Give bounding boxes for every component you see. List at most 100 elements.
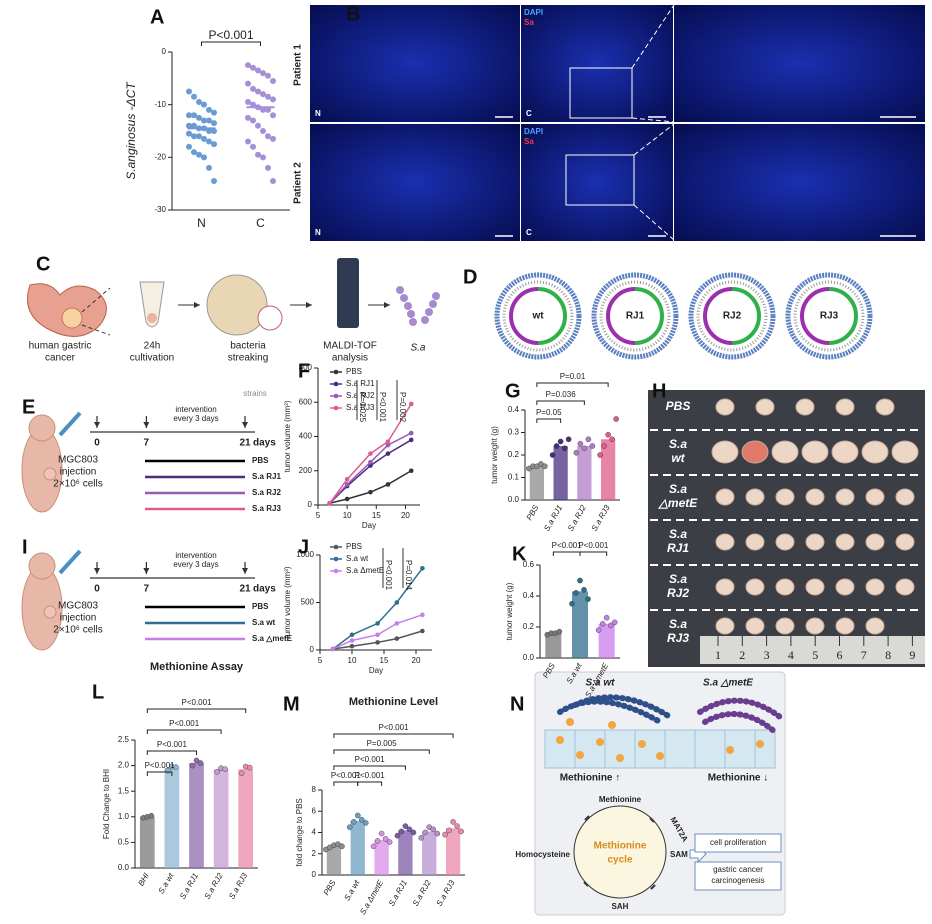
annotation: P=0.014 bbox=[404, 560, 413, 591]
tumor bbox=[835, 398, 855, 416]
legend-label: S.a RJ1 bbox=[346, 379, 375, 388]
tumor bbox=[895, 578, 915, 596]
x-tick-label: S.a RJ1 bbox=[178, 872, 200, 901]
bracket-label: P<0.001 bbox=[578, 541, 609, 550]
panel-letter: M bbox=[283, 693, 300, 715]
point bbox=[238, 770, 245, 777]
step-label: bacteria bbox=[230, 341, 266, 352]
x-tick-label: 5 bbox=[318, 656, 323, 665]
bar bbox=[572, 591, 588, 658]
y-axis-label: fold change to PBS bbox=[295, 798, 304, 867]
point bbox=[585, 436, 592, 443]
row-label: S.a bbox=[669, 617, 687, 631]
y-tick-label: 6 bbox=[312, 806, 317, 815]
bracket-label: P<0.001 bbox=[157, 740, 188, 749]
point bbox=[250, 143, 256, 150]
x-tick-label: C bbox=[256, 216, 265, 230]
y-tick-label: 0.1 bbox=[508, 473, 520, 482]
point bbox=[255, 151, 261, 158]
outcome-label: carcinogenesis bbox=[711, 876, 764, 885]
injection-label: MGC803 bbox=[58, 455, 98, 466]
point bbox=[585, 596, 591, 602]
injection-label: 2×10⁶ cells bbox=[53, 479, 102, 490]
point bbox=[270, 77, 276, 84]
stain-label: Sa bbox=[524, 137, 534, 146]
tumor bbox=[745, 488, 765, 506]
point bbox=[191, 93, 197, 100]
point bbox=[330, 646, 336, 652]
point bbox=[577, 577, 583, 584]
legend-marker bbox=[333, 393, 339, 399]
point bbox=[358, 816, 365, 823]
point bbox=[349, 638, 355, 643]
annotation: P=0.025 bbox=[358, 392, 367, 423]
point bbox=[201, 154, 207, 161]
point bbox=[148, 812, 155, 819]
row-label: wt bbox=[671, 451, 685, 465]
point bbox=[196, 99, 202, 106]
gc-arc bbox=[828, 287, 858, 345]
panel-letter: D bbox=[463, 266, 477, 288]
point bbox=[173, 764, 179, 770]
step-label: streaking bbox=[228, 353, 269, 364]
bacteria-chain bbox=[396, 286, 440, 326]
bracket-label: P<0.001 bbox=[169, 719, 200, 728]
step-label: 24h bbox=[144, 341, 161, 352]
point bbox=[573, 590, 579, 596]
genome-ring bbox=[599, 280, 671, 352]
cycle-label: SAM bbox=[670, 850, 688, 859]
y-tick-label: 0.4 bbox=[523, 591, 535, 600]
point bbox=[597, 452, 603, 458]
unit-label: days bbox=[253, 438, 276, 449]
mouse bbox=[21, 414, 63, 651]
level-label: Methionine ↓ bbox=[708, 773, 769, 784]
step-label: cancer bbox=[45, 353, 76, 364]
panel-letter: L bbox=[92, 681, 104, 703]
gc-arc bbox=[800, 287, 830, 345]
annotation: P<0.001 bbox=[384, 560, 393, 591]
tube bbox=[139, 281, 165, 328]
point bbox=[605, 431, 611, 438]
genome-ring bbox=[591, 272, 679, 360]
y-tick-label: 1.5 bbox=[118, 786, 130, 795]
bracket-label: P<0.001 bbox=[378, 723, 409, 732]
point bbox=[250, 64, 256, 71]
y-tick-label: -20 bbox=[154, 152, 166, 161]
outcome-box bbox=[694, 861, 782, 891]
point bbox=[378, 830, 385, 837]
point bbox=[327, 500, 332, 506]
point bbox=[613, 416, 619, 422]
point bbox=[260, 91, 266, 98]
panel-letter: B bbox=[346, 3, 360, 25]
outcome-label: cell proliferation bbox=[710, 838, 766, 847]
maldi-instrument bbox=[337, 258, 359, 328]
point bbox=[589, 443, 596, 449]
tumor bbox=[715, 617, 735, 635]
point bbox=[186, 112, 192, 119]
group-label: S.a △metE bbox=[252, 634, 293, 643]
bar bbox=[213, 769, 229, 868]
y-tick-label: 4 bbox=[312, 828, 317, 837]
colony-zoom bbox=[257, 305, 283, 331]
strain-label: S.a △metE bbox=[703, 678, 753, 689]
epithelium bbox=[544, 729, 776, 769]
bar bbox=[553, 446, 568, 500]
tumor bbox=[831, 440, 859, 464]
point bbox=[206, 164, 212, 171]
legend-label: S.a RJ2 bbox=[346, 391, 375, 400]
row-label: Patient 2 bbox=[293, 162, 304, 204]
bracket bbox=[536, 400, 585, 405]
gc-arc bbox=[703, 287, 733, 345]
point bbox=[581, 445, 588, 452]
point bbox=[245, 62, 251, 69]
bar bbox=[398, 830, 413, 875]
legend-label: PBS bbox=[346, 367, 362, 376]
point bbox=[446, 827, 452, 834]
panel-n: S.a wt S.a △metE Methionine ↑ Methionine… bbox=[515, 671, 786, 916]
point bbox=[250, 117, 256, 124]
tumor bbox=[805, 617, 825, 635]
point bbox=[191, 112, 197, 119]
legend-marker bbox=[333, 556, 339, 562]
tumor bbox=[895, 533, 915, 551]
methionine-dot bbox=[556, 718, 764, 762]
